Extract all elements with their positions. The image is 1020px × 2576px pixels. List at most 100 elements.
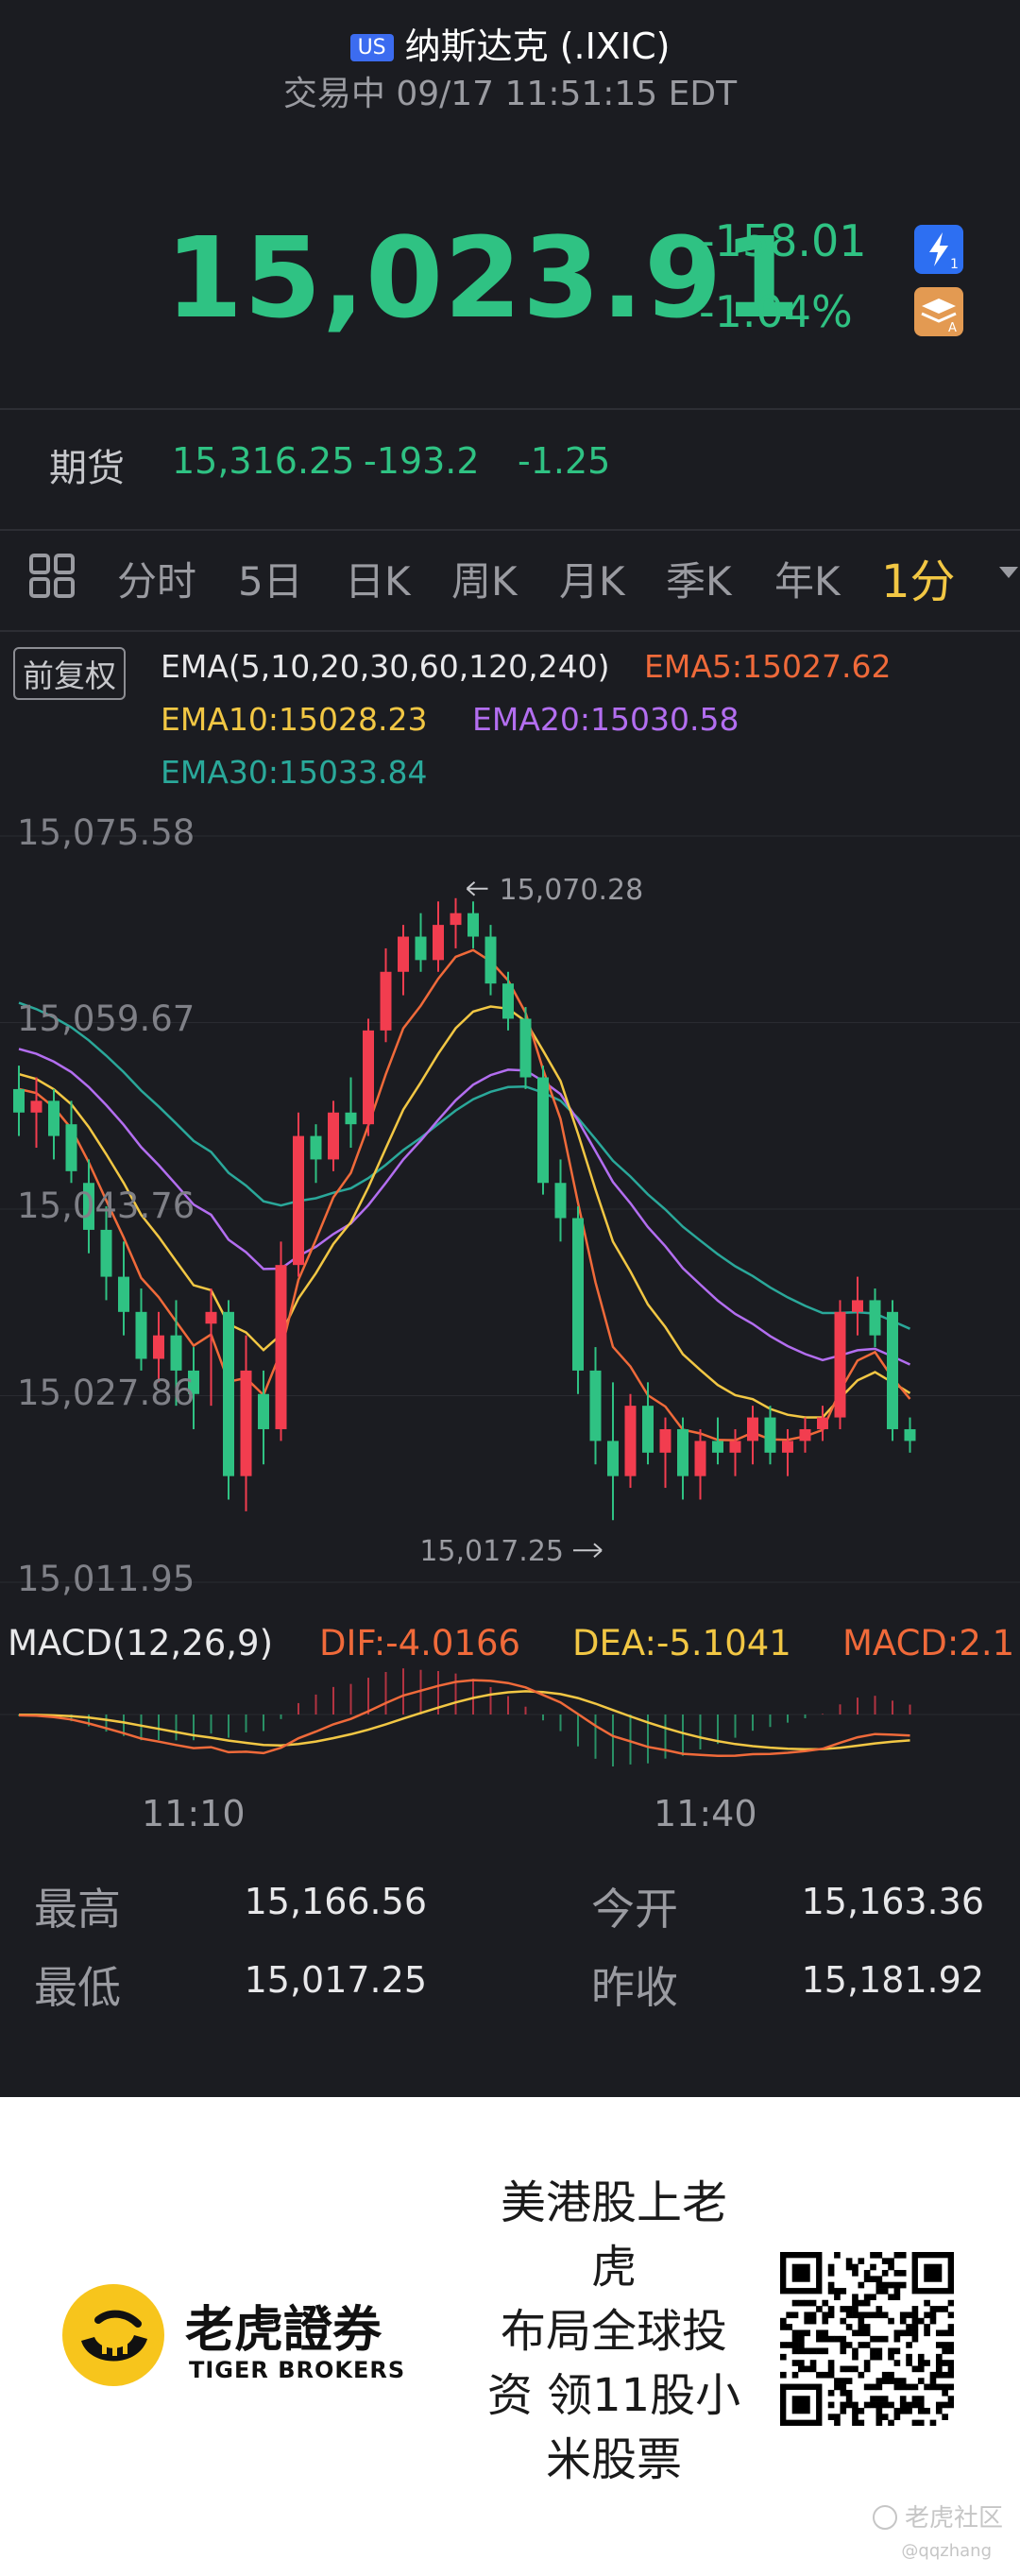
candlestick-chart[interactable]: 15,070.28 15,017.25 bbox=[0, 633, 1020, 1814]
qr-module bbox=[863, 2276, 871, 2283]
candle-body bbox=[310, 1135, 322, 1160]
qr-module bbox=[845, 2401, 853, 2409]
tab-quarterly-k[interactable]: 季K bbox=[666, 558, 732, 605]
market-badge: US bbox=[349, 34, 394, 61]
tab-daily-k[interactable]: 日K bbox=[345, 558, 411, 605]
tab-yearly-k[interactable]: 年K bbox=[774, 558, 841, 605]
qr-module bbox=[881, 2414, 889, 2420]
high-value: 15,166.56 bbox=[244, 1881, 427, 1922]
tab-1min[interactable]: 1分 bbox=[881, 555, 956, 608]
candle-body bbox=[468, 913, 479, 937]
tab-intraday[interactable]: 分时 bbox=[117, 558, 197, 605]
qr-module bbox=[881, 2401, 889, 2409]
qr-module bbox=[798, 2342, 805, 2348]
candle-body bbox=[817, 1417, 828, 1429]
qr-module bbox=[942, 2329, 948, 2337]
qr-module bbox=[845, 2306, 853, 2312]
qr-module bbox=[947, 2347, 954, 2355]
qr-module bbox=[924, 2329, 930, 2337]
open-label: 今开 bbox=[591, 1884, 678, 1935]
qr-module bbox=[917, 2360, 925, 2366]
qr-module bbox=[798, 2360, 805, 2366]
qr-module bbox=[893, 2288, 901, 2295]
qr-module bbox=[893, 2270, 901, 2277]
qr-module bbox=[929, 2306, 937, 2312]
brand-name-en: TIGER BROKERS bbox=[189, 2357, 406, 2383]
qr-module bbox=[840, 2401, 847, 2409]
qr-module bbox=[870, 2252, 876, 2259]
qr-module bbox=[791, 2299, 799, 2307]
qr-module bbox=[816, 2306, 823, 2312]
candle-body bbox=[852, 1300, 863, 1312]
qr-module bbox=[816, 2347, 823, 2355]
qr-module bbox=[791, 2263, 810, 2282]
tab-5day[interactable]: 5日 bbox=[238, 558, 303, 605]
candle-body bbox=[607, 1441, 619, 1476]
qr-module bbox=[881, 2378, 889, 2384]
candle-body bbox=[170, 1335, 182, 1371]
qr-module bbox=[834, 2294, 841, 2301]
qr-module bbox=[881, 2371, 889, 2379]
qr-module bbox=[888, 2294, 894, 2301]
qr-module bbox=[804, 2312, 811, 2319]
candle-body bbox=[624, 1406, 637, 1476]
qr-module bbox=[786, 2312, 792, 2319]
ema-title: EMA(5,10,20,30,60,120,240) bbox=[161, 648, 610, 685]
low-value: 15,017.25 bbox=[244, 1959, 427, 2001]
qr-module bbox=[822, 2317, 829, 2325]
qr-module bbox=[840, 2317, 847, 2325]
qr-module bbox=[858, 2371, 865, 2379]
arrow-left-icon bbox=[466, 881, 488, 896]
qr-module bbox=[888, 2281, 894, 2289]
tiger-logo-icon bbox=[60, 2282, 166, 2392]
qr-module bbox=[911, 2365, 919, 2373]
qr-module bbox=[852, 2294, 858, 2301]
qr-module bbox=[863, 2312, 871, 2319]
qr-module bbox=[809, 2312, 817, 2319]
qr-module bbox=[947, 2329, 954, 2337]
quote-screen: US 纳斯达克 (.IXIC) 交易中 09/17 11:51:15 EDT 15… bbox=[0, 0, 1020, 2097]
low-label: 最低 bbox=[34, 1962, 121, 2013]
qr-module bbox=[947, 2312, 954, 2319]
qr-module bbox=[845, 2258, 853, 2264]
y-tick-label: 15,043.76 bbox=[17, 1186, 196, 1226]
divider bbox=[0, 529, 1020, 531]
candle-body bbox=[572, 1218, 584, 1371]
macd-value: MACD:2.1 bbox=[842, 1623, 1015, 1663]
qr-module bbox=[911, 2306, 919, 2312]
qr-module bbox=[840, 2383, 847, 2391]
layers-icon[interactable]: A bbox=[914, 287, 963, 336]
qr-module bbox=[840, 2347, 847, 2355]
grid-menu-icon[interactable] bbox=[28, 553, 77, 604]
candle-body bbox=[712, 1441, 723, 1453]
adjust-badge[interactable]: 前复权 bbox=[13, 647, 126, 700]
candle-body bbox=[589, 1370, 602, 1442]
qr-module bbox=[888, 2263, 894, 2271]
qr-module bbox=[870, 2396, 876, 2402]
chevron-down-icon[interactable] bbox=[999, 567, 1018, 578]
qr-module bbox=[929, 2383, 937, 2391]
qr-module bbox=[893, 2335, 901, 2343]
qr-module bbox=[852, 2347, 858, 2355]
qr-module bbox=[899, 2378, 907, 2384]
tab-weekly-k[interactable]: 周K bbox=[451, 558, 518, 605]
qr-module bbox=[816, 2371, 823, 2379]
qr-module bbox=[906, 2329, 912, 2337]
flash-trade-icon[interactable]: 1 bbox=[914, 225, 963, 274]
candle-body bbox=[834, 1311, 846, 1418]
high-label: 最高 bbox=[34, 1884, 121, 1935]
tab-monthly-k[interactable]: 月K bbox=[559, 558, 625, 605]
ema30-line bbox=[18, 1001, 911, 1330]
qr-module bbox=[791, 2329, 799, 2337]
qr-module bbox=[870, 2263, 876, 2271]
qr-module bbox=[924, 2324, 930, 2330]
qr-module bbox=[947, 2360, 954, 2366]
qr-module bbox=[845, 2312, 853, 2319]
qr-module bbox=[893, 2252, 901, 2259]
qr-module bbox=[834, 2414, 841, 2420]
qr-module bbox=[863, 2324, 871, 2330]
qr-module bbox=[893, 2294, 901, 2301]
y-tick-label: 15,011.95 bbox=[17, 1559, 196, 1599]
qr-module bbox=[798, 2299, 805, 2307]
qr-module bbox=[917, 2353, 925, 2361]
